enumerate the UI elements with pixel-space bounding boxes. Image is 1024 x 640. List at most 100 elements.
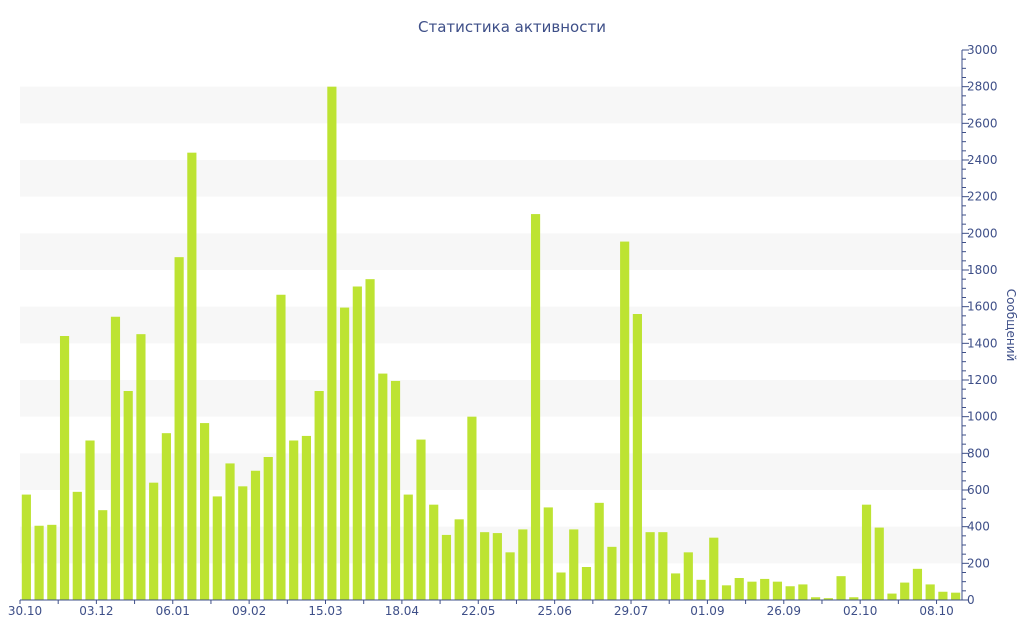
grid-band <box>20 306 962 344</box>
y-tick-label: 400 <box>967 520 990 534</box>
bar <box>238 486 248 600</box>
bar <box>199 423 210 600</box>
bar <box>263 457 273 600</box>
x-tick-label: 03.12 <box>79 604 113 618</box>
bar <box>658 532 668 600</box>
bar <box>174 257 184 600</box>
bar <box>187 152 197 600</box>
bar <box>798 584 808 600</box>
bar <box>378 373 388 600</box>
bar <box>390 380 401 600</box>
bar <box>912 568 923 600</box>
x-tick-label: 25.06 <box>537 604 571 618</box>
bar <box>938 591 948 600</box>
y-tick-label: 3000 <box>967 43 998 57</box>
bar <box>811 597 821 600</box>
bar <box>110 316 121 600</box>
bar <box>327 86 337 600</box>
bar <box>530 214 541 601</box>
bar <box>594 502 604 600</box>
bar <box>123 391 133 600</box>
grid-band <box>20 86 962 124</box>
x-tick-label: 30.10 <box>8 604 42 618</box>
x-tick-label: 29.07 <box>614 604 648 618</box>
bar <box>21 494 31 600</box>
x-tick-label: 22.05 <box>461 604 495 618</box>
bar <box>747 581 757 600</box>
bar <box>556 572 566 600</box>
chart-title: Статистика активности <box>418 18 606 36</box>
bar <box>352 286 362 600</box>
bar <box>225 463 235 600</box>
bar <box>645 532 655 600</box>
bar <box>212 496 222 600</box>
bar <box>696 579 706 600</box>
y-tick-label: 1000 <box>967 410 998 424</box>
bar <box>849 597 859 600</box>
x-tick-label: 01.09 <box>690 604 724 618</box>
bar <box>301 435 312 600</box>
y-tick-label: 1600 <box>967 300 998 314</box>
y-tick-label: 600 <box>967 483 990 497</box>
x-axis: 30.10 03.12 06.01 09.02 15.03 18.04 22.05 25.06… <box>8 599 962 618</box>
bar <box>670 573 681 600</box>
bar <box>98 510 108 600</box>
bar <box>365 279 375 600</box>
grid-band <box>20 160 962 197</box>
bar <box>785 586 795 600</box>
bar <box>823 598 833 600</box>
bar <box>85 440 95 600</box>
y-tick-label: 1200 <box>967 373 998 387</box>
bar <box>505 552 515 600</box>
y-axis: 0 200 400 600 800 1000 1200 1400 1600 1800 2000 220… <box>961 43 998 607</box>
bar <box>709 537 719 600</box>
y-tick-label: 0 <box>967 593 975 607</box>
bar <box>403 494 413 600</box>
bar <box>620 241 630 601</box>
bar <box>874 527 884 600</box>
bar <box>34 525 44 600</box>
bar <box>951 592 961 600</box>
bar <box>454 519 464 600</box>
bar <box>569 529 579 600</box>
bar <box>543 507 553 600</box>
y-tick-label: 2200 <box>967 190 998 204</box>
bar <box>59 336 70 600</box>
bar <box>416 439 426 600</box>
x-tick-label: 18.04 <box>385 604 419 618</box>
bar <box>772 581 783 600</box>
bar <box>161 433 171 600</box>
y-tick-label: 200 <box>967 556 990 570</box>
bar <box>314 391 324 600</box>
bar <box>900 582 910 600</box>
bar <box>861 504 872 600</box>
bar <box>607 546 617 600</box>
y-tick-label: 2400 <box>967 153 998 167</box>
x-tick-label: 26.09 <box>767 604 801 618</box>
bar <box>887 593 897 600</box>
bar <box>581 567 592 600</box>
y-tick-label: 1400 <box>967 336 998 350</box>
bar <box>836 576 846 600</box>
bar <box>149 482 159 600</box>
y-tick-label: 2600 <box>967 116 998 130</box>
bar <box>492 533 502 600</box>
x-tick-label: 02.10 <box>843 604 877 618</box>
y-tick-label: 2000 <box>967 226 998 240</box>
x-tick-label: 06.01 <box>156 604 190 618</box>
grid-band <box>20 233 962 270</box>
y-tick-label: 1800 <box>967 263 998 277</box>
bar <box>518 529 528 600</box>
bar <box>925 584 935 600</box>
bar <box>632 314 642 600</box>
x-tick-label: 15.03 <box>308 604 342 618</box>
bar <box>72 491 82 600</box>
y-tick-label: 800 <box>967 446 990 460</box>
bar <box>136 334 146 600</box>
grid-band <box>20 380 962 417</box>
bar <box>441 534 452 600</box>
grid-bands <box>20 86 962 564</box>
bar <box>289 440 299 600</box>
grid-band <box>20 526 962 564</box>
